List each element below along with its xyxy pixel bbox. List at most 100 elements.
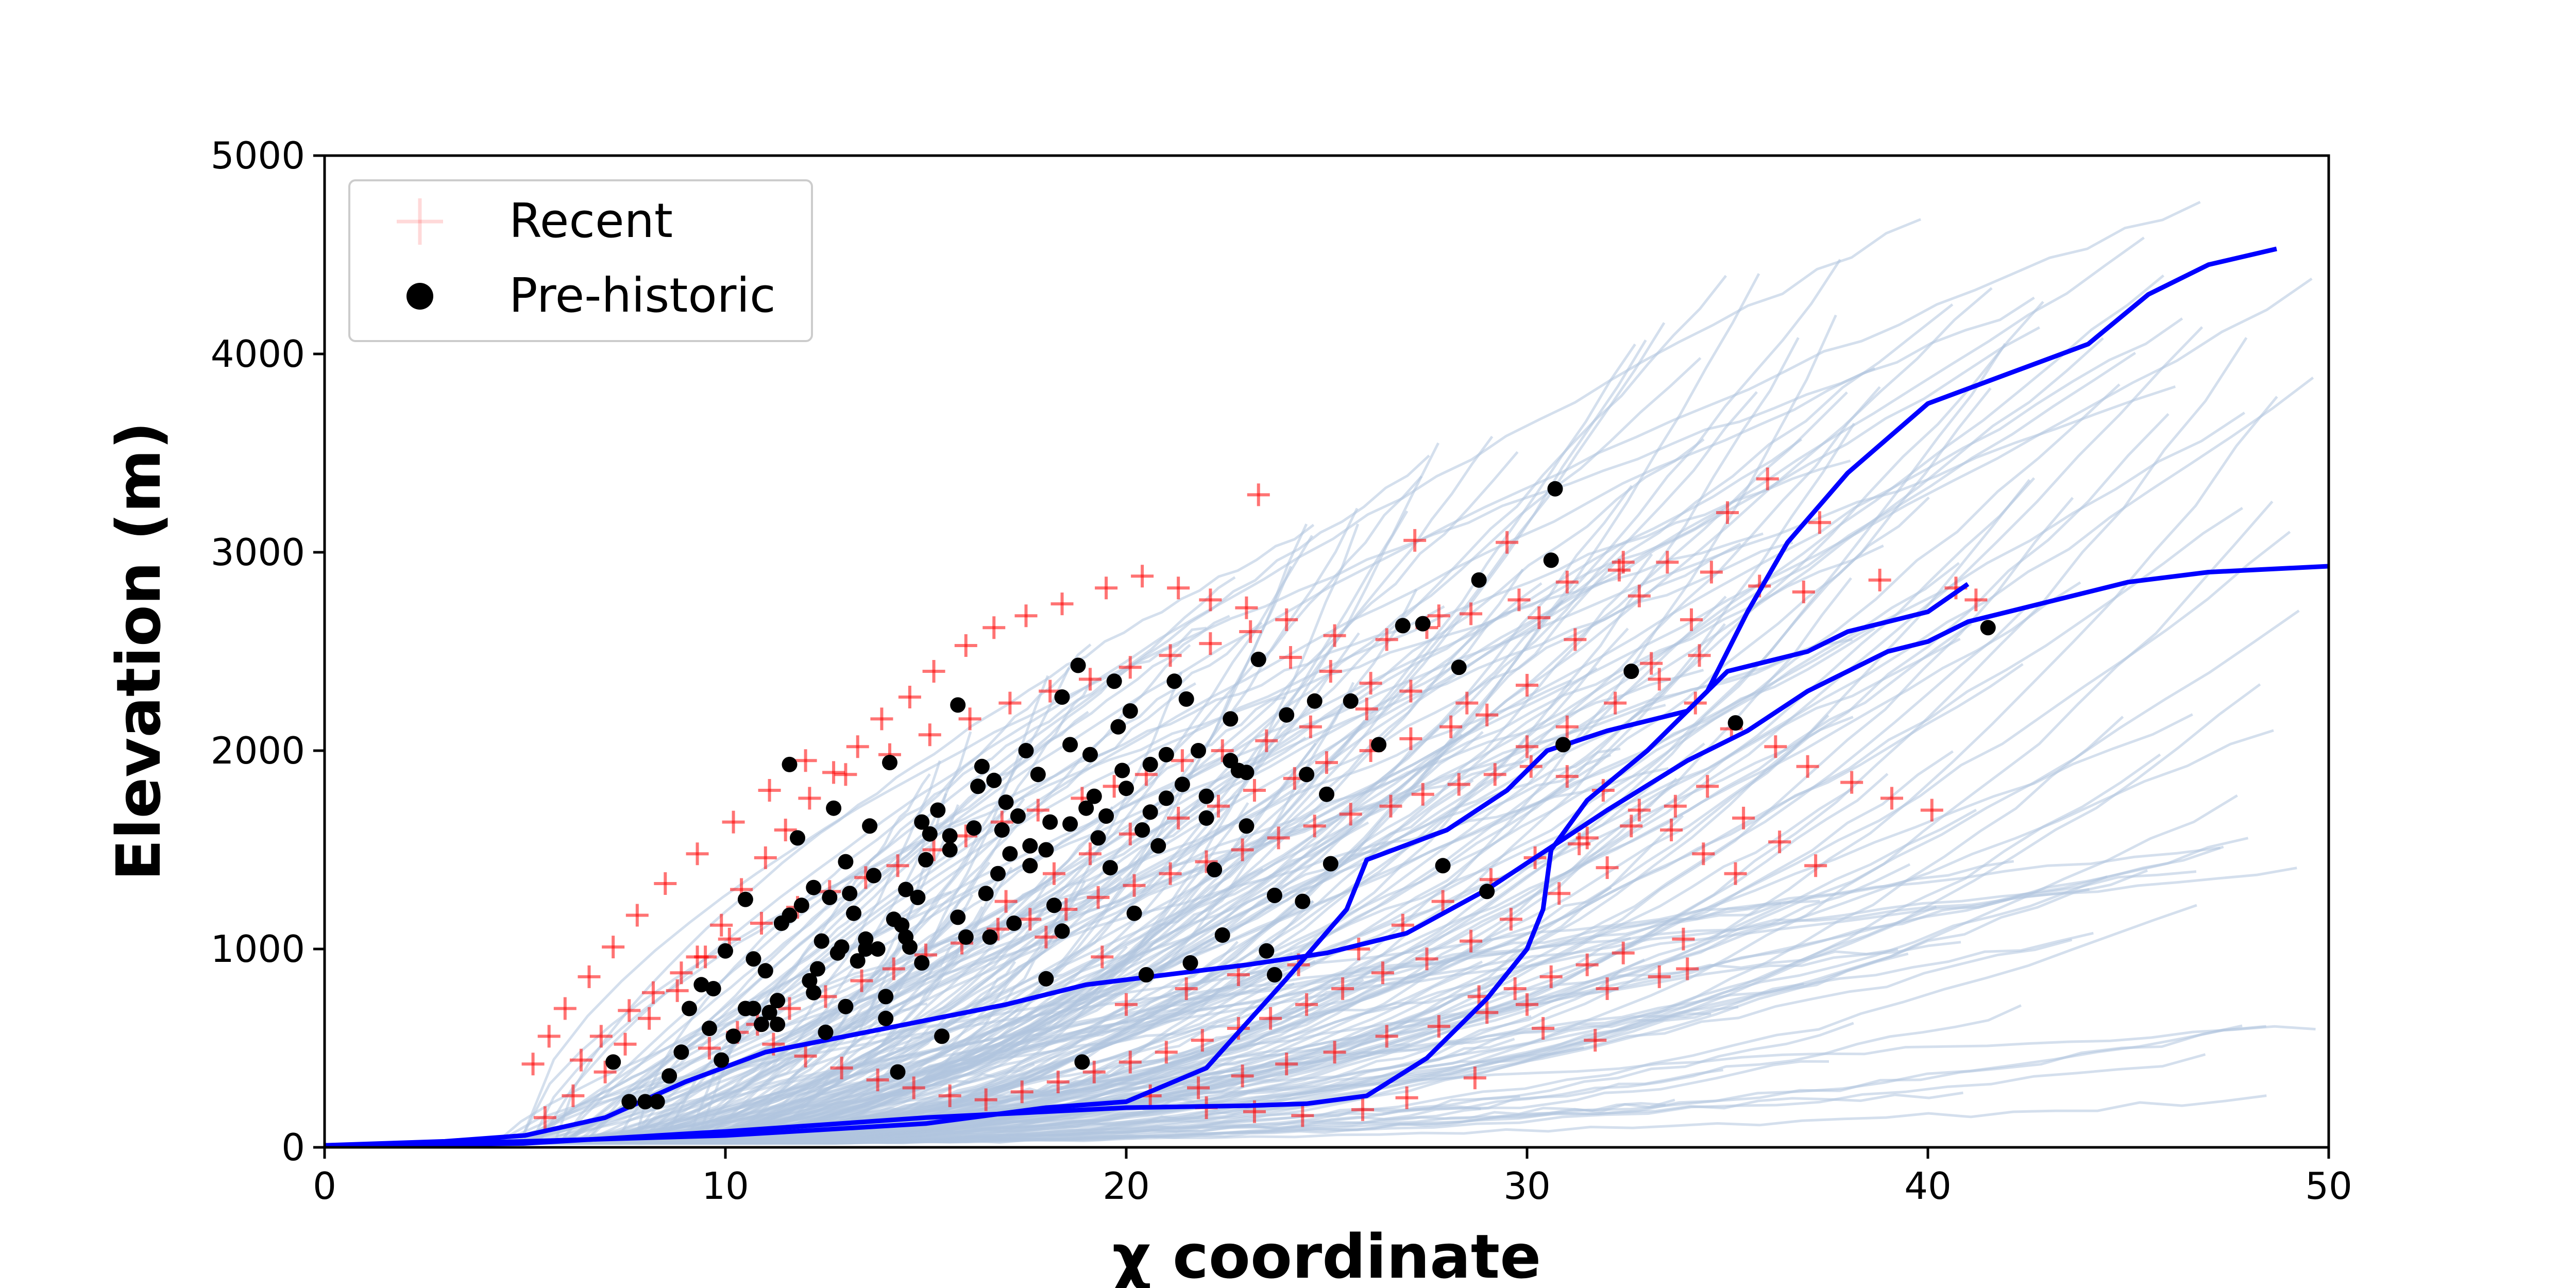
prehistoric-point — [737, 1001, 753, 1016]
recent-point — [1323, 1041, 1346, 1064]
background-profile-line — [661, 296, 2035, 1144]
prehistoric-point — [1299, 767, 1315, 783]
recent-point — [1868, 568, 1891, 591]
prehistoric-point — [745, 951, 761, 967]
recent-point — [1612, 941, 1635, 964]
recent-point — [1355, 698, 1378, 721]
recent-point — [870, 707, 893, 731]
prehistoric-point — [990, 866, 1006, 882]
x-axis-label: χ coordinate — [1112, 1221, 1541, 1288]
recent-point — [982, 616, 1006, 639]
recent-point — [1267, 826, 1290, 850]
recent-point — [1255, 729, 1278, 752]
recent-point — [1476, 1001, 1499, 1024]
background-profile-line — [694, 200, 2201, 1144]
legend-prehistoric-marker — [406, 283, 433, 310]
recent-point — [1507, 588, 1531, 612]
prehistoric-point — [754, 1016, 769, 1032]
recent-point — [1548, 882, 1571, 905]
recent-point — [902, 1076, 925, 1099]
recent-point — [1716, 501, 1739, 524]
x-tick-label: 10 — [702, 1164, 749, 1208]
prehistoric-point — [838, 854, 854, 870]
prehistoric-point — [838, 998, 854, 1014]
prehistoric-point — [898, 929, 914, 945]
prehistoric-point — [934, 1028, 950, 1044]
recent-point — [1243, 779, 1266, 802]
background-profiles — [486, 200, 2316, 1145]
prehistoric-point — [922, 826, 938, 842]
prehistoric-point — [802, 973, 818, 989]
y-tick-label: 3000 — [211, 531, 305, 574]
prehistoric-point — [846, 905, 861, 921]
recent-point — [594, 1060, 617, 1083]
prehistoric-point — [862, 818, 878, 834]
prehistoric-point — [682, 1001, 697, 1016]
legend-recent-marker — [397, 198, 443, 245]
prehistoric-point — [822, 889, 838, 905]
recent-point — [1207, 794, 1230, 818]
x-tick-label: 40 — [1904, 1164, 1952, 1208]
prehistoric-point — [1371, 737, 1387, 753]
prehistoric-point — [1223, 711, 1239, 727]
prehistoric-point — [1279, 707, 1295, 723]
prehistoric-point — [1018, 743, 1034, 758]
recent-point — [1660, 819, 1683, 841]
recent-point — [1427, 604, 1450, 628]
recent-point — [1042, 862, 1065, 885]
recent-point — [1315, 751, 1338, 774]
prehistoric-point — [637, 1094, 653, 1110]
recent-point — [1483, 763, 1506, 786]
prehistoric-point — [1074, 1054, 1090, 1070]
recent-point — [1095, 577, 1118, 600]
recent-point — [1696, 775, 1719, 798]
prehistoric-point — [1239, 765, 1255, 781]
prehistoric-point — [1110, 719, 1126, 735]
recent-point — [774, 819, 797, 841]
recent-point — [1676, 957, 1699, 980]
plot-area-frame — [323, 154, 2330, 1149]
prehistoric-point — [826, 800, 842, 816]
recent-point — [1920, 799, 1943, 822]
background-profile-line — [553, 523, 1315, 1144]
recent-point — [1604, 691, 1627, 715]
recent-point — [1648, 965, 1671, 988]
prehistoric-point — [1198, 810, 1214, 826]
main-profile-line — [324, 582, 1970, 1148]
prehistoric-point — [1415, 616, 1431, 632]
prehistoric-point — [1002, 846, 1018, 862]
recent-point — [1680, 608, 1703, 631]
recent-point — [1503, 977, 1527, 1000]
recent-point — [1539, 965, 1563, 988]
prehistoric-point — [1395, 618, 1411, 634]
prehistoric-point — [878, 989, 894, 1005]
prehistoric-point — [870, 941, 886, 957]
x-axis-ticks: 0 10 20 30 40 50 — [313, 1147, 2352, 1208]
recent-point — [750, 911, 773, 935]
recent-point — [1199, 632, 1222, 655]
prehistoric-point — [982, 929, 998, 945]
prehistoric-point — [806, 985, 822, 1001]
recent-point — [670, 961, 693, 985]
background-profile-line — [583, 385, 2176, 1144]
recent-point — [1091, 945, 1114, 969]
prehistoric-point — [974, 758, 990, 774]
recent-point — [798, 787, 821, 810]
recent-point — [1516, 735, 1538, 758]
recent-point — [1123, 874, 1146, 897]
prehistoric-point — [942, 828, 958, 844]
prehistoric-point — [790, 830, 805, 846]
prehistoric-point — [1174, 776, 1190, 792]
recent-point — [1427, 1015, 1450, 1038]
recent-point — [1612, 551, 1635, 574]
recent-point — [1171, 749, 1194, 772]
recent-point — [1808, 511, 1831, 534]
prehistoric-point — [1038, 842, 1054, 858]
recent-point — [1964, 588, 1988, 612]
prehistoric-point — [1078, 800, 1094, 816]
recent-point — [1199, 588, 1222, 612]
recent-point — [1628, 799, 1651, 822]
legend-prehistoric-label: Pre-historic — [509, 268, 776, 323]
recent-point — [1564, 628, 1587, 651]
